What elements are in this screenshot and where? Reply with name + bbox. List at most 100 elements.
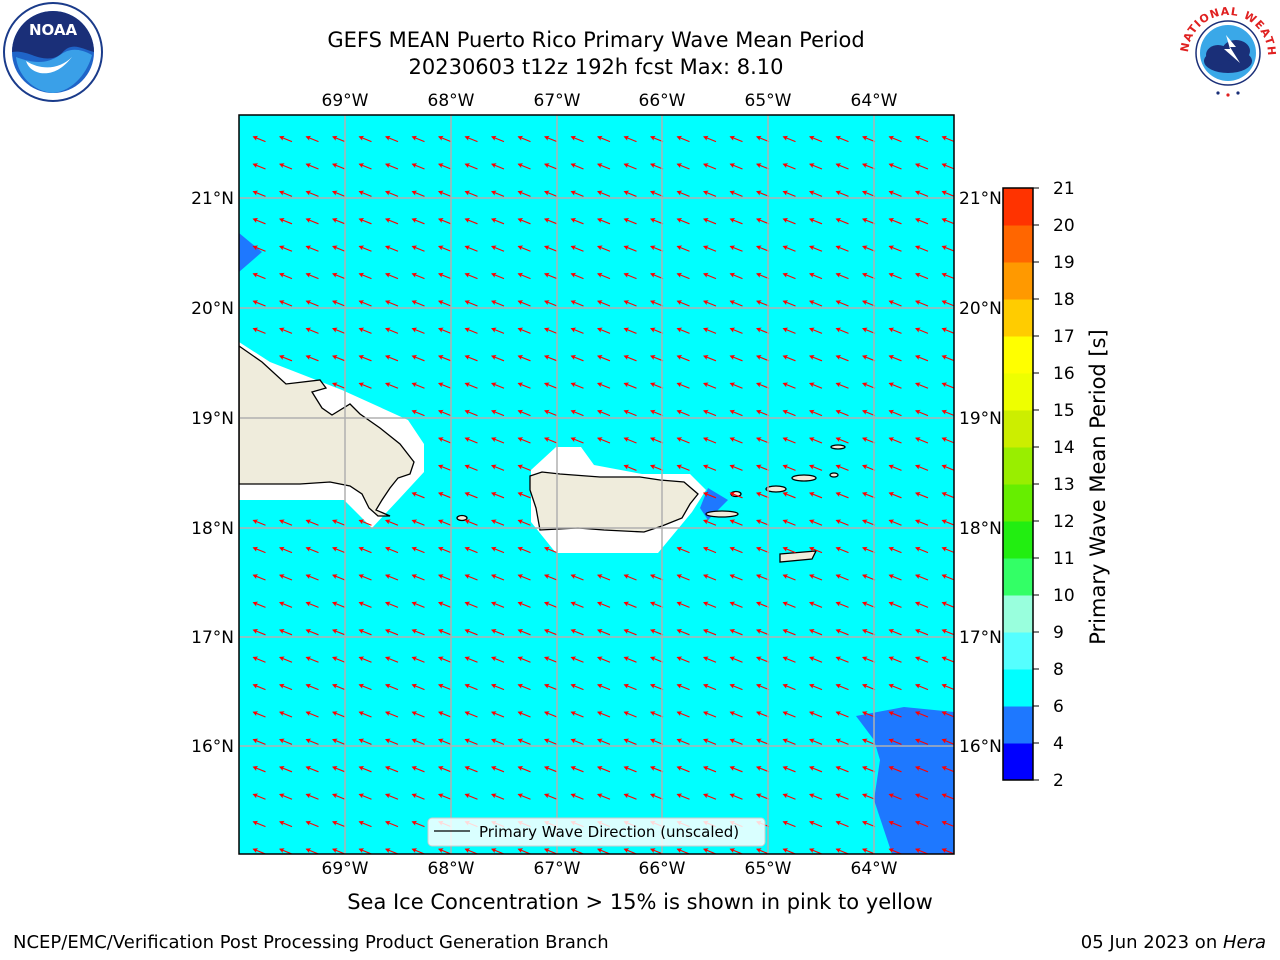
wave-arrow xyxy=(650,601,664,608)
wave-arrow xyxy=(915,683,929,691)
colorbar-tick-label: 6 xyxy=(1053,697,1064,717)
wave-arrow xyxy=(332,245,346,252)
wave-arrow xyxy=(623,766,637,773)
wave-arrow xyxy=(941,190,954,197)
wave-arrow xyxy=(729,355,743,362)
wave-arrow xyxy=(358,300,372,307)
wave-arrow xyxy=(888,272,902,280)
wave-arrow xyxy=(676,848,690,854)
wave-arrow xyxy=(623,601,637,608)
wave-arrow xyxy=(676,409,690,417)
wave-arrow xyxy=(676,711,690,718)
wave-arrow xyxy=(915,464,929,471)
wave-arrow xyxy=(358,601,372,608)
wave-arrow xyxy=(888,683,902,691)
wave-arrow xyxy=(650,135,664,143)
axis-tick-labels: 69°W 69°W 68°W 68°W 67°W 67°W 66°W 66°W 65°W 65°W… xyxy=(191,91,1002,879)
wave-arrow xyxy=(597,601,611,608)
map-area xyxy=(239,115,954,854)
wave-arrow xyxy=(332,190,346,197)
wave-arrow xyxy=(703,848,717,854)
wave-arrow xyxy=(438,245,452,252)
wave-arrow xyxy=(332,327,346,334)
wave-arrow xyxy=(544,300,558,307)
wave-arrow xyxy=(438,848,452,854)
wave-arrow xyxy=(862,272,876,280)
wave-arrow xyxy=(756,355,770,362)
wave-arrow xyxy=(809,190,823,197)
wave-arrow xyxy=(809,793,823,800)
wave-arrow xyxy=(491,163,505,170)
wave-arrow xyxy=(676,601,690,608)
wave-arrow xyxy=(809,272,823,280)
wave-arrow xyxy=(703,382,717,389)
chart-title: GEFS MEAN Puerto Rico Primary Wave Mean … xyxy=(327,28,865,52)
footer-date: 05 Jun 2023 on Hera xyxy=(1080,932,1266,953)
wave-arrow xyxy=(862,300,876,307)
wave-arrow xyxy=(332,629,346,636)
wave-arrow xyxy=(809,601,823,608)
wave-arrow xyxy=(835,656,849,663)
wave-arrow xyxy=(544,437,558,444)
wave-arrow xyxy=(279,793,293,800)
wave-arrow xyxy=(438,272,452,280)
wave-arrow xyxy=(491,738,505,745)
wave-arrow xyxy=(915,135,929,143)
wave-arrow xyxy=(703,629,717,636)
wave-arrow xyxy=(597,382,611,389)
wave-arrow xyxy=(941,327,954,334)
wave-arrow xyxy=(888,327,902,334)
wave-arrow xyxy=(729,464,743,471)
wave-arrow xyxy=(623,218,637,225)
colorbar-tick-label: 21 xyxy=(1053,179,1075,199)
wave-arrow xyxy=(941,574,954,581)
wave-arrow xyxy=(517,711,531,718)
wave-arrow xyxy=(623,848,637,854)
wave-arrow xyxy=(809,848,823,854)
wave-arrow xyxy=(941,766,954,773)
wave-arrow xyxy=(941,519,954,526)
wave-arrow xyxy=(279,272,293,280)
wave-arrow xyxy=(358,135,372,143)
wave-arrow xyxy=(332,766,346,773)
wave-arrow xyxy=(464,190,478,197)
wave-arrow xyxy=(835,355,849,362)
wave-arrow xyxy=(279,218,293,225)
wave-arrow xyxy=(915,574,929,581)
colorbar-tick-label: 11 xyxy=(1053,549,1075,569)
wave-arrow xyxy=(703,272,717,280)
lon-label-bottom: 66°W xyxy=(639,859,686,879)
wave-arrow xyxy=(464,519,478,526)
wave-arrow xyxy=(835,437,849,444)
wave-arrow xyxy=(756,272,770,280)
wave-arrow xyxy=(517,656,531,663)
wave-arrow xyxy=(544,163,558,170)
wave-arrow xyxy=(597,218,611,225)
wave-arrow xyxy=(915,519,929,526)
wave-arrow xyxy=(835,601,849,608)
wave-arrow xyxy=(385,382,399,389)
wave-arrow xyxy=(464,574,478,581)
wave-arrow xyxy=(676,629,690,636)
wave-arrow xyxy=(332,163,346,170)
wave-arrow xyxy=(623,574,637,581)
wave-arrow xyxy=(597,656,611,663)
wave-arrow xyxy=(941,683,954,691)
wave-arrow xyxy=(411,546,425,554)
wave-arrow xyxy=(703,492,717,499)
wave-arrow xyxy=(835,464,849,471)
wave-arrow xyxy=(411,766,425,773)
wave-arrow xyxy=(809,355,823,362)
wave-arrow xyxy=(729,437,743,444)
wave-arrow xyxy=(517,300,531,307)
wave-arrow xyxy=(941,135,954,143)
wave-arrow xyxy=(782,492,796,499)
lat-label-left: 18°N xyxy=(191,519,234,539)
wave-arrow xyxy=(809,464,823,471)
wave-arrow xyxy=(782,382,796,389)
wave-arrow xyxy=(888,464,902,471)
wave-arrow xyxy=(915,218,929,225)
wave-arrow xyxy=(729,629,743,636)
wave-arrow xyxy=(597,848,611,854)
wave-arrow xyxy=(517,601,531,608)
